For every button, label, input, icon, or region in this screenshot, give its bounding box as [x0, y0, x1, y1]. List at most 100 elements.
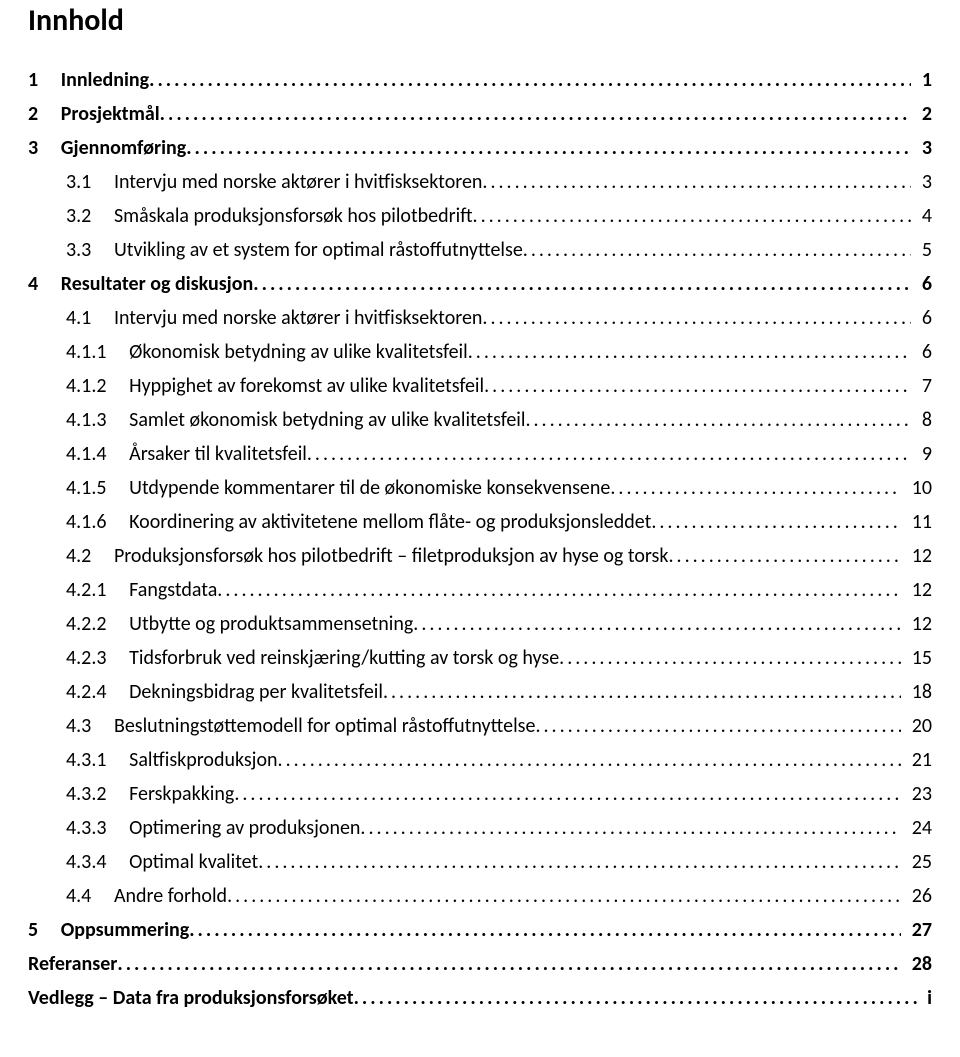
- toc-entry-number: 4.2.4: [66, 677, 129, 708]
- toc-entry-page: 6: [911, 337, 932, 368]
- toc-entry-number: 4.3.4: [66, 847, 129, 878]
- toc-entry: Vedlegg – Data fra produksjonsforsøket..…: [28, 983, 932, 1014]
- toc-entry-number: 3.1: [66, 167, 114, 198]
- toc-entry-leader: ........................................…: [258, 847, 901, 878]
- toc-entry: 4.2 Produksjonsforsøk hos pilotbedrift –…: [28, 541, 932, 572]
- toc-entry-number: 1: [28, 65, 61, 96]
- toc-entry-number: 4.4: [66, 881, 114, 912]
- toc-entry-leader: ........................................…: [523, 235, 912, 266]
- toc-entry-title: Intervju med norske aktører i hvitfiskse…: [114, 167, 482, 198]
- toc-entry-page: 26: [901, 881, 932, 912]
- toc-entry-number: 4.1.1: [66, 337, 129, 368]
- toc-entry-number: 3.2: [66, 201, 114, 232]
- toc-entry: 4.3.3 Optimering av produksjonen........…: [28, 813, 932, 844]
- toc-entry-page: 24: [901, 813, 932, 844]
- toc-entry-leader: ........................................…: [117, 949, 901, 980]
- toc-entry-page: 3: [911, 133, 932, 164]
- toc-entry-number: 4.3: [66, 711, 114, 742]
- toc-entry-title: Saltfiskproduksjon: [129, 745, 277, 776]
- toc-entry-number: 4.1.4: [66, 439, 129, 470]
- toc-entry: 4.2.4 Dekningsbidrag per kvalitetsfeil..…: [28, 677, 932, 708]
- toc-entry-leader: ........................................…: [189, 915, 901, 946]
- toc-entry-title: Årsaker til kvalitetsfeil: [129, 439, 307, 470]
- toc-entry-title: Oppsummering: [61, 915, 189, 946]
- toc-entry-page: 4: [911, 201, 932, 232]
- toc-entry-page: 23: [901, 779, 932, 810]
- toc-entry-page: 5: [911, 235, 932, 266]
- toc-entry-number: 4.2.1: [66, 575, 129, 606]
- toc-entry-leader: ........................................…: [413, 609, 901, 640]
- toc-entry: 4.1.1 Økonomisk betydning av ulike kvali…: [28, 337, 932, 368]
- toc-entry-page: 21: [901, 745, 932, 776]
- toc-entry-title: Økonomisk betydning av ulike kvalitetsfe…: [129, 337, 468, 368]
- toc-entry-title: Optimal kvalitet: [129, 847, 258, 878]
- toc-entry-leader: ........................................…: [559, 643, 901, 674]
- toc-entry-title: Beslutningstøttemodell for optimal råsto…: [114, 711, 536, 742]
- toc-entry-title: Hyppighet av forekomst av ulike kvalitet…: [129, 371, 484, 402]
- toc-entry: 4.2.2 Utbytte og produktsammensetning...…: [28, 609, 932, 640]
- toc-entry-number: 4.3.1: [66, 745, 129, 776]
- toc-entry-number: 4.2.2: [66, 609, 129, 640]
- toc-entry-leader: ........................................…: [482, 303, 911, 334]
- toc-entry: 3.2 Småskala produksjonsforsøk hos pilot…: [28, 201, 932, 232]
- toc-entry: 3.1 Intervju med norske aktører i hvitfi…: [28, 167, 932, 198]
- toc-entry-leader: ........................................…: [525, 405, 911, 436]
- toc-entry-page: 6: [911, 303, 932, 334]
- toc-entry: 4.1.6 Koordinering av aktivitetene mello…: [28, 507, 932, 538]
- toc-entry-title: Produksjonsforsøk hos pilotbedrift – fil…: [114, 541, 669, 572]
- toc-entry-page: 27: [901, 915, 932, 946]
- toc-entry: Referanser..............................…: [28, 949, 932, 980]
- toc-entry-page: 28: [901, 949, 932, 980]
- toc-entry-title: Samlet økonomisk betydning av ulike kval…: [129, 405, 525, 436]
- toc-entry-title: Utdypende kommentarer til de økonomiske …: [129, 473, 610, 504]
- toc-entry-number: 4.1.2: [66, 371, 129, 402]
- toc-entry-title: Resultater og diskusjon: [61, 269, 254, 300]
- toc-entry: 4.1.4 Årsaker til kvalitetsfeil.........…: [28, 439, 932, 470]
- toc-entry-title: Prosjektmål: [61, 99, 160, 130]
- toc-entry: 4.4 Andre forhold.......................…: [28, 881, 932, 912]
- toc-entry-number: 4.1: [66, 303, 114, 334]
- toc-entry-page: 15: [901, 643, 932, 674]
- toc-entry-page: 10: [901, 473, 932, 504]
- toc-entry: 4 Resultater og diskusjon...............…: [28, 269, 932, 300]
- toc-entry-title: Småskala produksjonsforsøk hos pilotbedr…: [114, 201, 473, 232]
- toc-entry-title: Andre forhold: [114, 881, 227, 912]
- toc-entry-leader: ........................................…: [610, 473, 901, 504]
- toc-entry-page: 6: [911, 269, 932, 300]
- toc-entry-number: 3: [28, 133, 61, 164]
- toc-entry-title: Innledning: [61, 65, 149, 96]
- toc-entry-page: 8: [911, 405, 932, 436]
- toc-entry-leader: ........................................…: [668, 541, 901, 572]
- toc-entry-number: 2: [28, 99, 61, 130]
- toc-entry-title: Koordinering av aktivitetene mellom flåt…: [129, 507, 651, 538]
- toc-title: Innhold: [28, 2, 932, 39]
- toc-entry-title: Tidsforbruk ved reinskjæring/kutting av …: [129, 643, 559, 674]
- toc-entry: 4.2.3 Tidsforbruk ved reinskjæring/kutti…: [28, 643, 932, 674]
- toc-entry-number: 4.1.6: [66, 507, 129, 538]
- toc-entry-title: Dekningsbidrag per kvalitetsfeil: [129, 677, 383, 708]
- toc-entry: 4.3.4 Optimal kvalitet..................…: [28, 847, 932, 878]
- toc-entry-leader: ........................................…: [253, 269, 911, 300]
- toc-entry: 3.3 Utvikling av et system for optimal r…: [28, 235, 932, 266]
- toc-entry-page: 7: [911, 371, 932, 402]
- toc-entry: 4.1 Intervju med norske aktører i hvitfi…: [28, 303, 932, 334]
- toc-page: Innhold 1 Innledning....................…: [0, 2, 960, 1057]
- toc-entry-title: Vedlegg – Data fra produksjonsforsøket: [28, 983, 354, 1014]
- toc-entry-number: 5: [28, 915, 61, 946]
- toc-entry-leader: ........................................…: [217, 575, 901, 606]
- toc-entry: 4.2.1 Fangstdata........................…: [28, 575, 932, 606]
- toc-entry: 4.1.5 Utdypende kommentarer til de økono…: [28, 473, 932, 504]
- toc-entry-title: Optimering av produksjonen: [129, 813, 360, 844]
- toc-entry: 4.3.1 Saltfiskproduksjon................…: [28, 745, 932, 776]
- toc-entry: 4.1.2 Hyppighet av forekomst av ulike kv…: [28, 371, 932, 402]
- toc-entry-title: Intervju med norske aktører i hvitfiskse…: [114, 303, 482, 334]
- toc-entry-leader: ........................................…: [307, 439, 911, 470]
- toc-entry-number: 4.2.3: [66, 643, 129, 674]
- toc-entry-page: 25: [901, 847, 932, 878]
- toc-entry: 2 Prosjektmål...........................…: [28, 99, 932, 130]
- toc-entry-page: 12: [901, 575, 932, 606]
- toc-body: 1 Innledning............................…: [28, 65, 932, 1014]
- toc-entry-leader: ........................................…: [234, 779, 901, 810]
- toc-entry-title: Ferskpakking: [129, 779, 234, 810]
- toc-entry-leader: ........................................…: [383, 677, 901, 708]
